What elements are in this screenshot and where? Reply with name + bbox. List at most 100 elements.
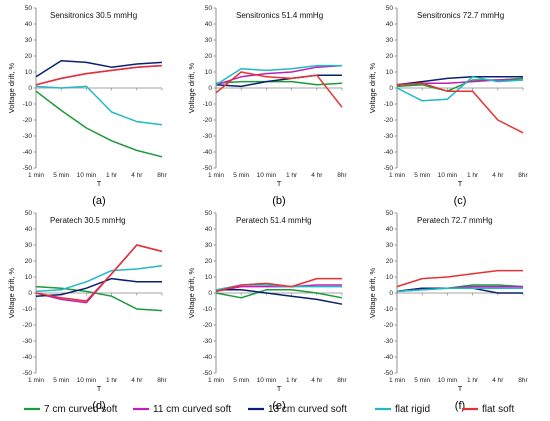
x-tick-label: 5 min (53, 172, 69, 179)
y-tick-label: 10 (205, 274, 213, 281)
y-tick-label: -30 (203, 338, 213, 345)
series-line (35, 277, 162, 297)
y-tick-label: -10 (203, 306, 213, 313)
panel-title: Peratech 72.7 mmHg (417, 216, 493, 225)
series-line (215, 64, 342, 86)
series-line (35, 90, 163, 158)
y-tick-label: -40 (384, 354, 394, 361)
y-tick-label: 0 (389, 290, 393, 297)
y-tick-label: -50 (384, 165, 394, 172)
x-tick-label: 10 min (257, 172, 277, 179)
y-tick-label: 50 (25, 210, 33, 217)
x-tick-label: 1 min (208, 172, 224, 179)
series-line (35, 265, 163, 293)
y-tick-label: 0 (28, 85, 32, 92)
y-tick-label: 30 (205, 242, 213, 249)
x-tick-label: 1 hr (467, 172, 479, 179)
y-tick-label: 10 (386, 69, 394, 76)
x-tick-label: 8hr (337, 172, 347, 179)
panel-title: Sensitronics 51.4 mmHg (236, 11, 323, 20)
x-tick-label: 10 min (77, 377, 97, 384)
y-tick-label: 20 (25, 53, 33, 60)
y-tick-label: 10 (386, 274, 394, 281)
y-tick-label: 20 (386, 258, 394, 265)
panel-title: Sensitronics 72.7 mmHg (417, 11, 504, 20)
x-tick-label: 10 min (438, 172, 458, 179)
panel-label: (b) (272, 195, 285, 207)
y-tick-label: 30 (386, 37, 394, 44)
y-tick-label: 30 (386, 242, 394, 249)
y-tick-label: -50 (203, 165, 213, 172)
y-tick-label: 40 (205, 226, 213, 233)
x-tick-label: 5 min (414, 377, 430, 384)
x-tick-label: 8hr (518, 172, 528, 179)
x-tick-label: 1 min (28, 377, 44, 384)
y-tick-label: -20 (23, 117, 33, 124)
chart-panel: -50 -40 -30 -20 -10 0 10 20 30 40 50 1 min 5 min 10 m… (368, 210, 529, 412)
y-tick-label: -20 (203, 117, 213, 124)
x-tick-label: 5 min (53, 377, 69, 384)
legend-entry-label: flat soft (482, 404, 514, 415)
panel-title: Sensitronics 30.5 mmHg (50, 11, 137, 20)
y-tick-label: 40 (386, 226, 394, 233)
y-tick-label: 0 (208, 290, 212, 297)
y-tick-label: 50 (205, 5, 213, 12)
x-tick-label: 1 hr (286, 377, 298, 384)
y-tick-label: 10 (25, 69, 33, 76)
legend-entry-label: 11 cm curved soft (153, 404, 231, 415)
x-tick-label: 1 min (389, 377, 405, 384)
y-tick-label: 30 (25, 37, 33, 44)
y-axis-title: Voltage drift, % (368, 267, 377, 318)
y-tick-label: -20 (384, 322, 394, 329)
y-tick-label: -30 (203, 133, 213, 140)
y-tick-label: -40 (203, 149, 213, 156)
y-tick-label: 30 (25, 242, 33, 249)
chart-panel: -50 -40 -30 -20 -10 0 10 20 30 40 50 1 min 5 min 10 m… (7, 210, 168, 412)
series-line (396, 76, 524, 102)
x-tick-label: 4 hr (492, 377, 504, 384)
series-line (215, 277, 342, 293)
y-tick-label: 0 (208, 85, 212, 92)
series-line (396, 269, 523, 288)
x-axis-title: T (277, 179, 282, 188)
y-tick-label: 30 (205, 37, 213, 44)
x-tick-label: 5 min (233, 172, 249, 179)
y-tick-label: -10 (384, 306, 394, 313)
x-tick-label: 1 hr (286, 172, 298, 179)
x-tick-label: 8hr (157, 377, 167, 384)
y-tick-label: 10 (25, 274, 33, 281)
y-tick-label: -30 (23, 133, 33, 140)
y-tick-label: -40 (203, 354, 213, 361)
panel-label: (a) (92, 195, 105, 207)
y-tick-label: -30 (23, 338, 33, 345)
series-line (396, 82, 524, 134)
series-line (215, 64, 343, 86)
x-axis-title: T (277, 384, 282, 393)
series-line (215, 71, 343, 108)
panel-label: (c) (454, 195, 467, 207)
y-tick-label: 50 (386, 5, 394, 12)
y-tick-label: -20 (203, 322, 213, 329)
x-tick-label: 1 min (208, 377, 224, 384)
legend: 7 cm curved soft 11 cm curved soft 13 cm c… (24, 404, 514, 415)
series-line (35, 285, 163, 312)
series-line (35, 85, 163, 126)
x-tick-label: 5 min (414, 172, 430, 179)
x-tick-label: 1 hr (106, 172, 118, 179)
series-line (35, 64, 163, 86)
series-line (215, 289, 343, 299)
series-line (35, 60, 163, 78)
y-axis-title: Voltage drift, % (368, 62, 377, 113)
series-line (396, 287, 523, 293)
x-tick-label: 4 hr (131, 172, 143, 179)
y-tick-label: -40 (384, 149, 394, 156)
x-tick-label: 4 hr (131, 377, 143, 384)
y-tick-label: 40 (205, 21, 213, 28)
legend-entry-label: 13 cm curved soft (268, 404, 347, 415)
x-tick-label: 8hr (157, 172, 167, 179)
y-tick-label: 40 (386, 21, 394, 28)
x-tick-label: 8hr (337, 377, 347, 384)
y-axis-title: Voltage drift, % (187, 62, 196, 113)
chart-panel: -50 -40 -30 -20 -10 0 10 20 30 40 50 1 min 5 min 10 m… (7, 5, 168, 207)
